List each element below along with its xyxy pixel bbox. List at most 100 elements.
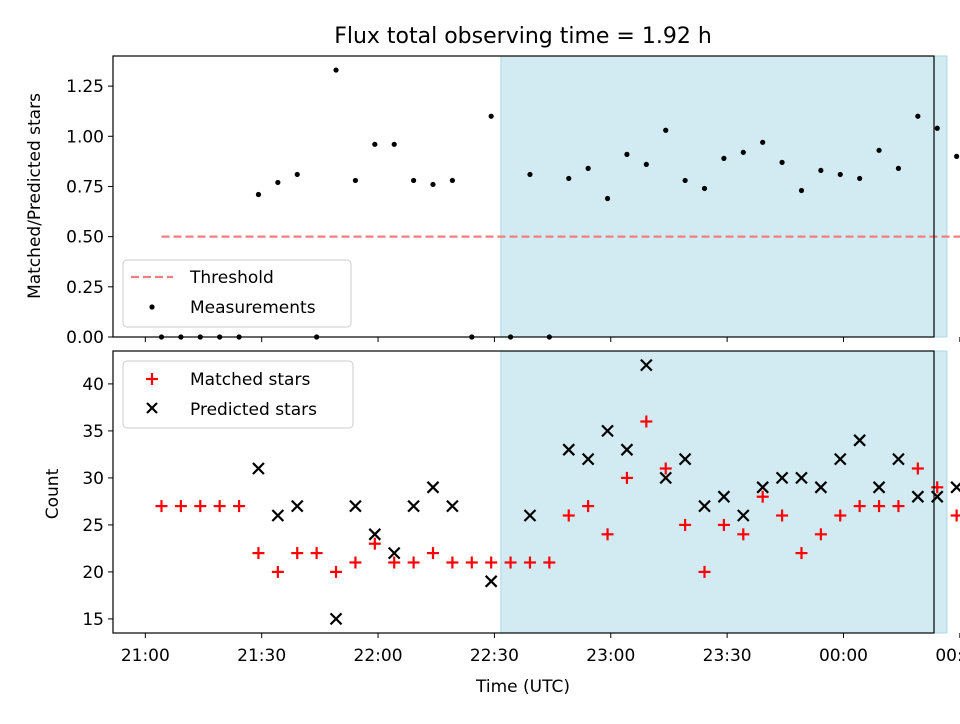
matched-star-point xyxy=(659,462,672,475)
matched-star-point xyxy=(485,556,498,569)
matched-star-point xyxy=(717,518,730,531)
measurement-point xyxy=(449,177,455,184)
measurement-point xyxy=(294,171,300,178)
predicted-star-point xyxy=(407,499,420,513)
bottom-y-tick-label: 25 xyxy=(82,516,104,536)
measurement-point xyxy=(275,179,281,186)
matched-star-point xyxy=(620,471,633,484)
legend-measurements-label: Measurements xyxy=(190,298,316,318)
measurement-point xyxy=(837,171,843,178)
predicted-star-point xyxy=(872,481,886,494)
measurement-point xyxy=(663,127,669,133)
predicted-star-point xyxy=(290,499,304,513)
predicted-star-point xyxy=(581,452,595,466)
measurement-point xyxy=(895,165,902,171)
legend-matched-label: Matched stars xyxy=(190,370,310,390)
legend-predicted-swatch xyxy=(146,402,158,414)
top-y-tick-label: 1.25 xyxy=(66,77,104,97)
matched-star-point xyxy=(814,528,827,541)
legend-matched-swatch xyxy=(146,373,158,385)
measurement-point xyxy=(604,195,611,202)
x-axis-label: Time (UTC) xyxy=(475,677,570,697)
measurement-point xyxy=(798,187,805,194)
matched-star-point xyxy=(892,500,905,513)
predicted-star-point xyxy=(950,481,960,494)
predicted-star-point xyxy=(833,452,847,466)
matched-star-point xyxy=(601,528,614,541)
measurement-point xyxy=(624,151,630,157)
matched-star-point xyxy=(155,500,168,513)
matched-star-point xyxy=(679,518,692,531)
predicted-star-point xyxy=(640,358,653,372)
top-panel: Flux total observing time = 1.92 h Match… xyxy=(25,24,960,348)
matched-star-point xyxy=(931,481,944,494)
predicted-star-point xyxy=(911,490,925,503)
predicted-star-point xyxy=(737,509,750,522)
top-legend: Threshold Measurements xyxy=(122,259,352,328)
predicted-star-point xyxy=(446,499,459,513)
matched-star-point xyxy=(834,509,847,522)
predicted-star-point xyxy=(484,575,498,588)
matched-star-point xyxy=(562,509,575,522)
predicted-star-point xyxy=(620,443,634,456)
measurement-point xyxy=(527,171,533,178)
x-tick-label: 22:00 xyxy=(354,646,403,666)
matched-star-point xyxy=(349,556,362,569)
matched-star-point xyxy=(523,556,536,569)
bottom-y-tick-label: 30 xyxy=(82,469,104,489)
matched-star-point xyxy=(271,565,284,578)
predicted-star-point xyxy=(387,546,401,560)
matched-star-point xyxy=(465,556,478,569)
measurement-point xyxy=(333,67,339,73)
bottom-plot-frame xyxy=(112,350,935,634)
chart-title: Flux total observing time = 1.92 h xyxy=(334,24,712,49)
measurement-point xyxy=(779,159,785,165)
measurement-point xyxy=(430,181,436,188)
bottom-highlight-span xyxy=(500,350,948,634)
matched-star-point xyxy=(582,500,595,513)
legend-threshold-label: Threshold xyxy=(189,268,274,288)
predicted-star-point xyxy=(349,499,362,513)
predicted-star-point xyxy=(601,424,614,438)
x-tick-label: 22:30 xyxy=(470,646,519,666)
measurement-point xyxy=(740,149,746,155)
measurement-point xyxy=(391,141,397,147)
legend-measurements-swatch xyxy=(149,304,155,310)
measurement-point xyxy=(915,113,921,119)
top-y-tick-label: 1.00 xyxy=(66,127,104,147)
measurement-point xyxy=(760,139,766,145)
measurement-point xyxy=(857,175,863,182)
legend-predicted-label: Predicted stars xyxy=(190,400,317,420)
predicted-star-point xyxy=(562,443,576,456)
measurement-point xyxy=(372,141,378,147)
top-y-tick-label: 0.50 xyxy=(66,228,104,248)
matched-star-point xyxy=(795,547,808,560)
matched-star-point xyxy=(252,547,265,560)
measurement-point xyxy=(643,161,649,167)
matched-star-point xyxy=(194,500,207,513)
matched-star-point xyxy=(174,500,187,513)
matched-star-point xyxy=(504,556,517,569)
matched-star-point xyxy=(213,500,226,513)
measurement-point xyxy=(585,165,591,171)
top-plot-frame xyxy=(112,55,935,338)
predicted-star-point xyxy=(698,499,711,513)
matched-star-point xyxy=(446,556,459,569)
x-tick-label: 00:30 xyxy=(935,646,960,666)
matched-star-point xyxy=(543,556,556,569)
predicted-star-point xyxy=(853,434,866,447)
bottom-legend: Matched stars Predicted stars xyxy=(122,360,354,429)
measurement-point xyxy=(701,185,708,192)
predicted-star-point xyxy=(795,471,808,485)
measurement-point xyxy=(566,175,572,182)
matched-star-point xyxy=(698,565,711,578)
bottom-y-tick-label: 20 xyxy=(82,563,104,583)
matched-star-point xyxy=(426,547,439,560)
bottom-y-tick-label: 40 xyxy=(82,375,104,395)
measurement-point xyxy=(352,177,359,184)
matched-star-point xyxy=(853,500,866,513)
top-y-tick-label: 0.75 xyxy=(66,177,104,197)
bottom-y-tick-label: 35 xyxy=(82,422,104,442)
measurement-point xyxy=(876,147,882,153)
top-y-axis-label: Matched/Predicted stars xyxy=(25,93,45,299)
